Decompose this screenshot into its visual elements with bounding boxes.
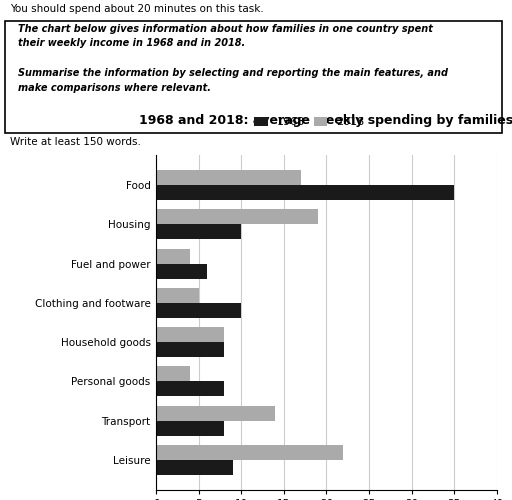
Bar <box>5 20 502 132</box>
Bar <box>156 420 224 436</box>
Text: You should spend about 20 minutes on this task.: You should spend about 20 minutes on thi… <box>10 4 264 15</box>
Bar <box>156 303 241 318</box>
Bar <box>156 327 224 342</box>
Bar <box>156 170 301 185</box>
Title: 1968 and 2018: average weekly spending by families: 1968 and 2018: average weekly spending b… <box>139 114 512 128</box>
Bar <box>156 264 207 278</box>
Bar <box>156 210 318 224</box>
Bar <box>156 382 224 396</box>
Bar <box>156 406 275 420</box>
Bar <box>156 288 199 303</box>
Bar <box>156 342 224 357</box>
Legend: 1968, 2018: 1968, 2018 <box>254 117 365 128</box>
Text: Write at least 150 words.: Write at least 150 words. <box>10 137 141 147</box>
Bar <box>156 445 344 460</box>
Text: The chart below gives information about how families in one country spent
their : The chart below gives information about … <box>18 24 448 93</box>
Bar <box>156 248 190 264</box>
Bar <box>156 366 190 382</box>
Bar <box>156 185 454 200</box>
Bar <box>156 460 233 475</box>
Bar <box>156 224 241 240</box>
